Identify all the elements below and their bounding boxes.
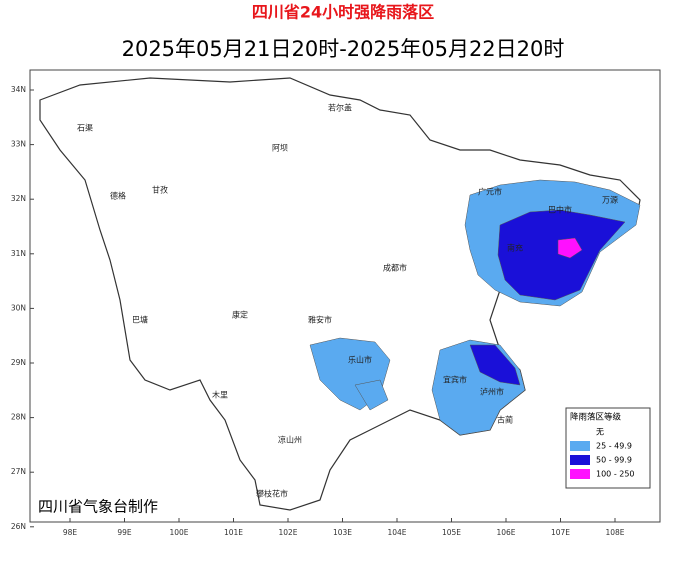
lon-tick-label: 101E bbox=[224, 528, 243, 537]
place-label: 石渠 bbox=[77, 123, 93, 133]
place-label: 阿坝 bbox=[272, 144, 288, 153]
title: 四川省24小时强降雨落区 bbox=[252, 3, 434, 22]
lat-tick-label: 29N bbox=[11, 358, 26, 367]
place-label: 巴中市 bbox=[548, 205, 572, 215]
place-label: 宜宾市 bbox=[443, 375, 467, 385]
lat-tick-label: 34N bbox=[11, 85, 26, 94]
place-label: 巴塘 bbox=[132, 315, 148, 325]
lat-tick-label: 33N bbox=[11, 140, 26, 149]
credit-box bbox=[32, 496, 172, 518]
lon-tick-label: 99E bbox=[117, 528, 132, 537]
subtitle: 2025年05月21日20时-2025年05月22日20时 bbox=[122, 37, 565, 61]
legend-swatch bbox=[570, 441, 590, 451]
legend-swatch bbox=[569, 426, 591, 438]
map-frame bbox=[29, 69, 661, 523]
lat-tick-label: 26N bbox=[11, 522, 26, 531]
lon-tick-label: 105E bbox=[442, 528, 461, 537]
place-label: 康定 bbox=[232, 310, 248, 320]
place-label: 万源 bbox=[602, 196, 618, 205]
place-label: 广元市 bbox=[478, 187, 502, 197]
lon-tick-label: 100E bbox=[169, 528, 188, 537]
place-label: 南充 bbox=[507, 243, 523, 253]
lat-tick-label: 27N bbox=[11, 467, 26, 476]
legend-swatch bbox=[570, 469, 590, 479]
lat-tick-label: 32N bbox=[11, 194, 26, 203]
lat-tick-label: 30N bbox=[11, 303, 26, 312]
lon-tick-label: 98E bbox=[63, 528, 78, 537]
place-label: 木里 bbox=[212, 390, 228, 400]
rain-area bbox=[354, 379, 389, 411]
lat-tick-label: 31N bbox=[11, 249, 26, 258]
legend-label: 25 - 49.9 bbox=[596, 442, 632, 451]
legend-swatch bbox=[570, 455, 590, 465]
legend: 降雨落区等级 无 25 - 49.9 50 - 99.9 100 - 250 bbox=[565, 407, 651, 489]
rain-areas bbox=[309, 179, 641, 436]
place-label: 若尔盖 bbox=[328, 103, 352, 113]
place-label: 雅安市 bbox=[308, 315, 332, 325]
lon-tick-label: 107E bbox=[551, 528, 570, 537]
legend-label: 50 - 99.9 bbox=[596, 456, 632, 465]
legend-label: 100 - 250 bbox=[596, 470, 635, 479]
place-label: 凉山州 bbox=[278, 435, 302, 445]
rain-area bbox=[469, 344, 521, 386]
place-label: 古蔺 bbox=[497, 415, 513, 425]
legend-title: 降雨落区等级 bbox=[570, 412, 622, 423]
place-label: 德格 bbox=[110, 191, 126, 201]
legend-label: 无 bbox=[596, 428, 604, 437]
legend-items: 无 25 - 49.9 50 - 99.9 100 - 250 bbox=[569, 426, 635, 479]
lon-tick-label: 104E bbox=[387, 528, 406, 537]
lon-tick-label: 102E bbox=[278, 528, 297, 537]
place-label: 攀枝花市 bbox=[256, 489, 288, 499]
lon-tick-label: 103E bbox=[333, 528, 352, 537]
place-label: 乐山市 bbox=[348, 355, 372, 365]
lon-tick-label: 106E bbox=[496, 528, 515, 537]
axis-ticks: 34N 33N 32N 31N 30N 29N 28N 27N 26N 98E 99E 100E 101… bbox=[11, 85, 625, 537]
place-label: 成都市 bbox=[383, 263, 407, 273]
rain-area bbox=[557, 237, 583, 259]
lat-tick-label: 28N bbox=[11, 413, 26, 422]
lon-tick-label: 108E bbox=[605, 528, 624, 537]
credit: 四川省气象台制作 bbox=[38, 498, 158, 516]
place-label: 甘孜 bbox=[152, 185, 168, 195]
place-label: 泸州市 bbox=[480, 387, 504, 397]
